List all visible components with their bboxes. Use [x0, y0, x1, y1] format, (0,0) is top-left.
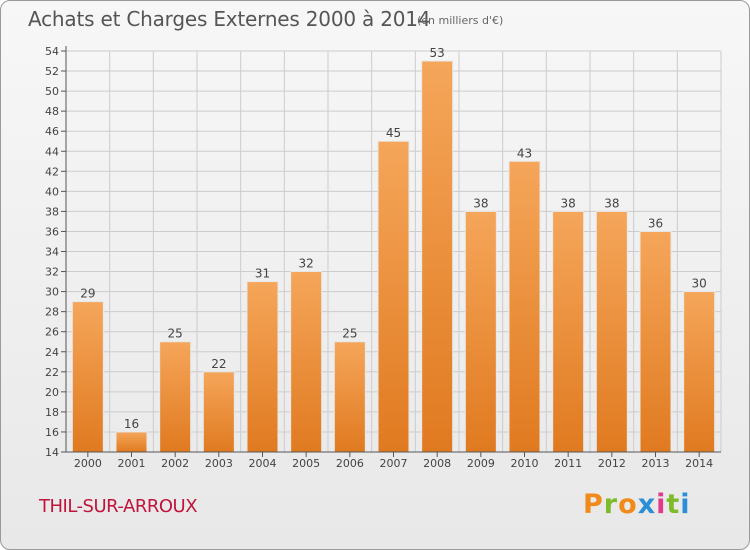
y-tick-label: 42 [45, 165, 59, 178]
y-tick-label: 34 [45, 246, 59, 259]
bar-2004 [246, 281, 279, 453]
x-tick-label: 2013 [642, 457, 670, 470]
data-label: 25 [168, 327, 183, 341]
x-tick-label: 2012 [598, 457, 626, 470]
y-tick-label: 48 [45, 105, 59, 118]
y-tick-label: 28 [45, 306, 59, 319]
data-label: 22 [211, 357, 226, 371]
bar-2001 [115, 431, 148, 453]
x-tick-label: 2001 [118, 457, 146, 470]
y-tick-label: 20 [45, 386, 59, 399]
x-tick-label: 2009 [467, 457, 495, 470]
y-tick-label: 52 [45, 65, 59, 78]
data-labels: 29 16 25 22 31 32 25 45 53 38 43 38 38 36 30 [80, 46, 707, 431]
y-tick-label: 26 [45, 326, 59, 339]
x-tick-label: 2000 [74, 457, 102, 470]
y-axis: 14 16 18 20 22 24 26 28 30 32 34 36 38 40 42 44 46 48 50 52… [45, 45, 67, 459]
y-tick-label: 54 [45, 45, 59, 58]
bar-2009 [464, 210, 497, 453]
data-label: 32 [299, 257, 314, 271]
data-label: 30 [692, 277, 707, 291]
bar-2008 [421, 60, 454, 453]
proxiti-logo: Proxiti [583, 489, 691, 520]
y-tick-label: 14 [45, 446, 59, 459]
data-label: 38 [604, 196, 619, 210]
data-label: 43 [517, 146, 532, 160]
data-label: 45 [386, 126, 401, 140]
data-label: 53 [430, 46, 445, 60]
x-axis: 2000 2001 2002 2003 2004 2005 2006 2007 2008 2009… [66, 451, 721, 470]
logo-letter: t [666, 489, 681, 520]
commune-name: THIL-SUR-ARROUX [39, 496, 198, 517]
bar-2003 [202, 371, 235, 453]
bar-2010 [508, 160, 541, 453]
data-label: 25 [342, 327, 357, 341]
y-tick-label: 30 [45, 286, 59, 299]
bar-2005 [290, 271, 323, 453]
data-label: 16 [124, 417, 139, 431]
bar-2007 [377, 140, 410, 453]
y-tick-label: 40 [45, 185, 59, 198]
logo-letter: i [680, 489, 691, 520]
bar-2014 [683, 291, 716, 453]
x-tick-label: 2007 [380, 457, 408, 470]
chart-title: Achats et Charges Externes 2000 à 2014 [28, 7, 431, 31]
logo-letter: x [637, 489, 657, 520]
bar-2012 [595, 210, 628, 453]
data-label: 31 [255, 267, 270, 281]
y-tick-label: 44 [45, 145, 59, 158]
logo-letter: i [656, 489, 667, 520]
y-tick-label: 38 [45, 205, 59, 218]
y-tick-label: 18 [45, 406, 59, 419]
bars [71, 60, 716, 453]
chart-unit: (en milliers d'€) [417, 14, 504, 27]
data-label: 36 [648, 216, 663, 230]
data-label: 38 [473, 196, 488, 210]
logo-letter: r [603, 489, 619, 520]
x-tick-label: 2003 [205, 457, 233, 470]
y-tick-label: 22 [45, 366, 59, 379]
data-label: 38 [561, 196, 576, 210]
y-tick-label: 32 [45, 266, 59, 279]
y-tick-label: 46 [45, 125, 59, 138]
bar-2000 [71, 301, 104, 453]
logo-letter: o [618, 489, 638, 520]
bar-2002 [159, 341, 192, 453]
y-tick-label: 24 [45, 346, 59, 359]
bar-2011 [552, 210, 585, 453]
data-label: 29 [80, 287, 95, 301]
bar-2013 [639, 230, 672, 453]
y-tick-label: 50 [45, 85, 59, 98]
x-tick-label: 2014 [685, 457, 713, 470]
bar-2006 [333, 341, 366, 453]
x-tick-label: 2006 [336, 457, 364, 470]
logo-letter: P [583, 489, 604, 520]
x-tick-label: 2008 [423, 457, 451, 470]
x-tick-label: 2011 [554, 457, 582, 470]
x-tick-label: 2004 [249, 457, 277, 470]
y-tick-label: 36 [45, 225, 59, 238]
x-tick-label: 2010 [511, 457, 539, 470]
y-tick-label: 16 [45, 426, 59, 439]
x-tick-label: 2002 [161, 457, 189, 470]
x-tick-label: 2005 [292, 457, 320, 470]
